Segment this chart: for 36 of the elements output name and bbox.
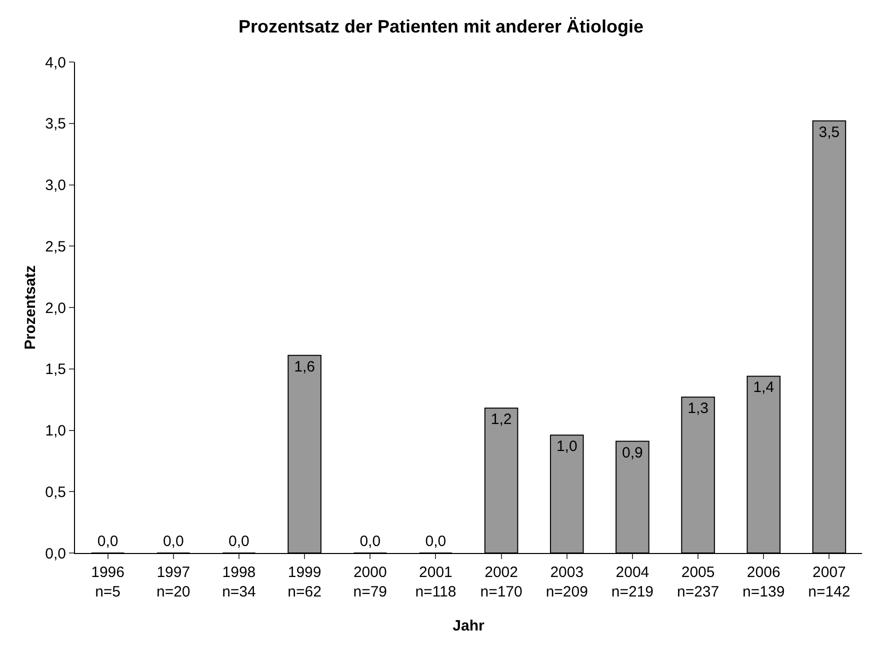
data-label: 1,4 bbox=[753, 379, 774, 396]
x-tick-label: 2007 n=142 bbox=[808, 564, 850, 600]
x-tick-label: 2000 n=79 bbox=[353, 564, 388, 600]
data-label: 0,0 bbox=[162, 533, 184, 550]
x-tick-label: 1997 n=20 bbox=[156, 564, 190, 600]
data-label: 1,2 bbox=[490, 411, 512, 428]
y-axis-title: Prozentsatz bbox=[22, 265, 39, 350]
x-tick-label: 2003 n=209 bbox=[546, 564, 588, 600]
data-label: 0,0 bbox=[425, 533, 446, 550]
x-tick-label: 1998 n=34 bbox=[222, 564, 256, 600]
y-tick-label: 1,5 bbox=[45, 361, 66, 378]
x-tick-label: 1999 n=62 bbox=[288, 564, 322, 600]
data-label: 0,0 bbox=[228, 533, 250, 550]
y-tick-label: 4,0 bbox=[45, 54, 66, 72]
y-tick-label: 2,0 bbox=[45, 300, 66, 317]
y-tick-label: 2,5 bbox=[45, 238, 66, 256]
data-label: 1,0 bbox=[556, 438, 578, 456]
chart-title: Prozentsatz der Patienten mit anderer Ätiologie bbox=[238, 16, 644, 37]
x-tick-label: 2001 n=118 bbox=[415, 564, 456, 600]
data-label: 1,3 bbox=[688, 400, 708, 418]
y-tick-label: 3,0 bbox=[45, 177, 66, 194]
data-label: 0,9 bbox=[622, 444, 643, 462]
y-tick-label: 0,0 bbox=[45, 545, 66, 562]
y-tick-label: 3,5 bbox=[45, 116, 66, 133]
x-tick-label: 2002 n=170 bbox=[480, 564, 522, 600]
x-tick-label: 2006 n=139 bbox=[742, 564, 785, 600]
x-tick-label: 1996 n=5 bbox=[91, 564, 124, 600]
data-label: 0,0 bbox=[97, 533, 118, 550]
data-label: 0,0 bbox=[360, 533, 381, 550]
data-label: 3,5 bbox=[818, 124, 840, 141]
x-tick-label: 2004 n=219 bbox=[611, 564, 654, 600]
y-tick-label: 0,5 bbox=[45, 484, 66, 501]
data-label: 1,6 bbox=[294, 358, 315, 376]
x-axis-title: Jahr bbox=[452, 618, 485, 634]
y-tick-label: 1,0 bbox=[45, 422, 66, 440]
x-tick-label: 2005 n=237 bbox=[676, 564, 720, 600]
